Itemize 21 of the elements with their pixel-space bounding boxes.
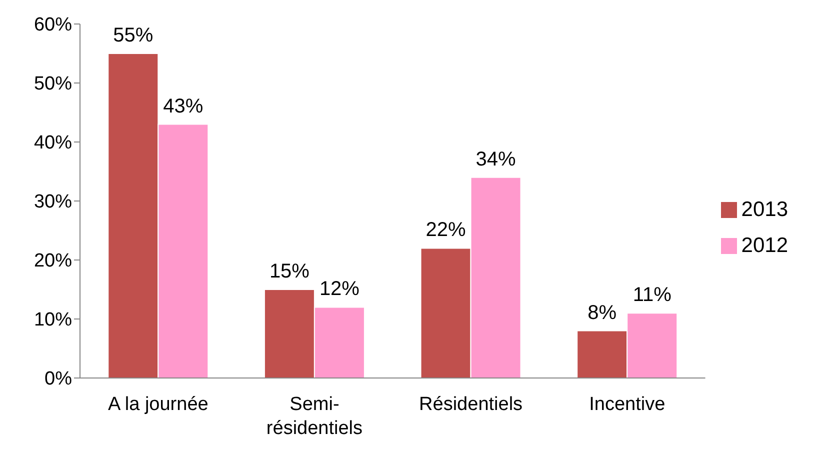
y-tick-label: 60%: [34, 14, 72, 36]
y-tick-label: 10%: [34, 310, 72, 331]
x-tick-label: A la journée: [108, 394, 208, 415]
y-tick-label: 50%: [34, 74, 72, 95]
data-label: 15%: [269, 260, 310, 282]
y-tick-label: 30%: [34, 192, 72, 213]
data-label: 12%: [319, 278, 360, 300]
x-tick-label: Incentive: [589, 394, 666, 415]
data-label: 8%: [588, 302, 617, 324]
x-tick-label: Semi-résidentiels: [266, 394, 363, 439]
data-label: 22%: [426, 219, 466, 242]
y-tick-label: 20%: [34, 250, 72, 272]
data-label: 43%: [163, 95, 204, 118]
legend-label: 2012: [741, 234, 788, 257]
x-tick-label: Résidentiels: [419, 394, 523, 415]
data-label: 55%: [113, 24, 154, 46]
y-tick-label: 0%: [44, 368, 72, 390]
legend-label: 2013: [741, 198, 788, 221]
data-label: 34%: [476, 148, 516, 170]
y-tick-label: 40%: [34, 132, 72, 154]
data-label: 11%: [632, 284, 672, 306]
